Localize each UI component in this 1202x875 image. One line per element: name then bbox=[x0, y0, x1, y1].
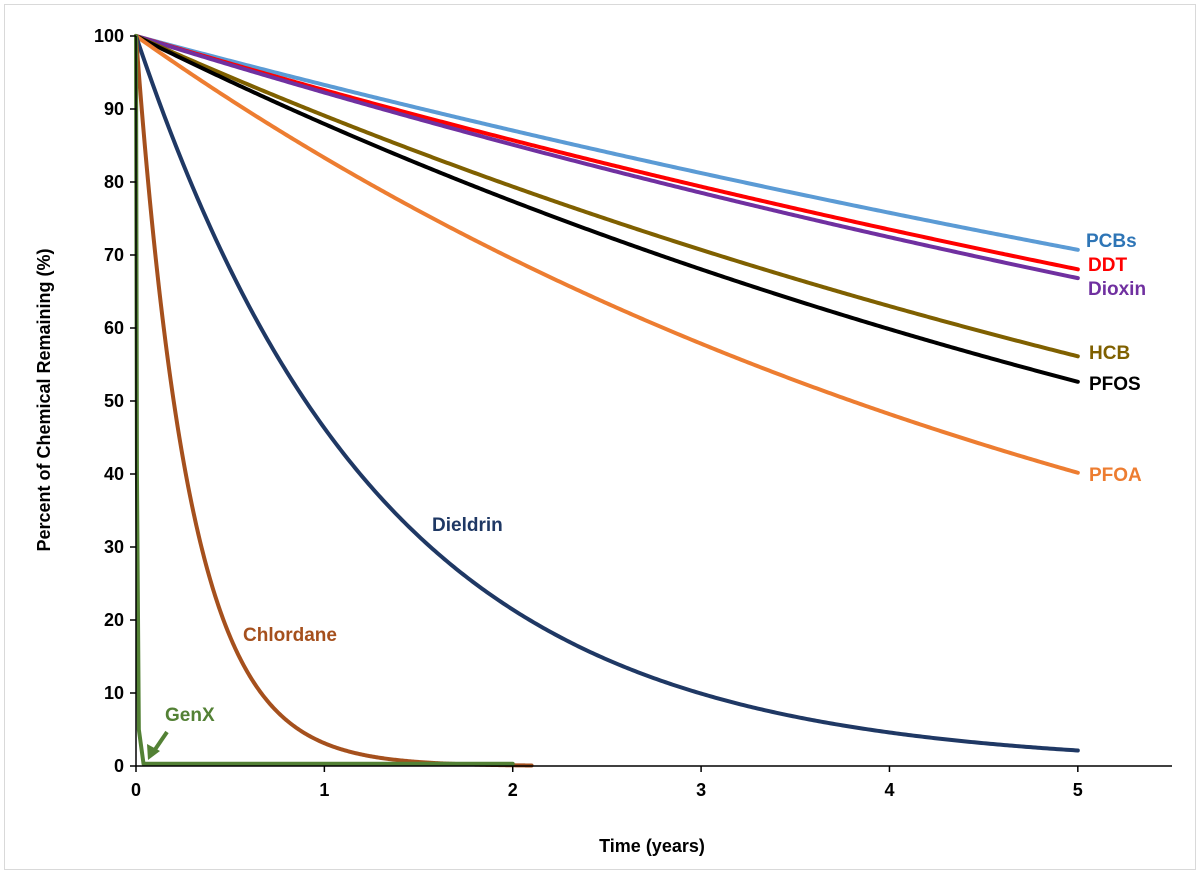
y-tick-label: 40 bbox=[104, 464, 124, 484]
x-tick-label: 0 bbox=[131, 780, 141, 800]
x-axis-title: Time (years) bbox=[599, 836, 705, 856]
y-tick-label: 60 bbox=[104, 318, 124, 338]
series-label-pfoa: PFOA bbox=[1089, 465, 1142, 486]
genx-arrowhead bbox=[147, 744, 160, 760]
series-label-pcbs: PCBs bbox=[1086, 231, 1137, 252]
y-axis-title: Percent of Chemical Remaining (%) bbox=[34, 248, 54, 551]
series-label-genx: GenX bbox=[165, 705, 215, 726]
x-tick-label: 2 bbox=[508, 780, 518, 800]
y-tick-label: 10 bbox=[104, 683, 124, 703]
tick-labels: 0 10 20 30 40 50 60 70 80 90 100 0 1 2 3 4 5 bbox=[94, 26, 1083, 800]
x-tick-label: 1 bbox=[319, 780, 329, 800]
y-tick-label: 70 bbox=[104, 245, 124, 265]
y-tick-label: 0 bbox=[114, 756, 124, 776]
series-line-hcb bbox=[134, 34, 1080, 359]
series-label-hcb: HCB bbox=[1089, 343, 1130, 364]
plot-lines bbox=[134, 34, 1080, 768]
x-tick-label: 5 bbox=[1073, 780, 1083, 800]
series-label-pfos: PFOS bbox=[1089, 374, 1141, 395]
x-tick-label: 4 bbox=[884, 780, 894, 800]
y-tick-label: 100 bbox=[94, 26, 124, 46]
series-line-dioxin bbox=[134, 34, 1080, 281]
series-line-pfos bbox=[134, 34, 1080, 384]
series-line-pcbs bbox=[134, 34, 1080, 252]
y-tick-label: 80 bbox=[104, 172, 124, 192]
y-tick-label: 90 bbox=[104, 99, 124, 119]
series-label-dioxin: Dioxin bbox=[1088, 279, 1146, 300]
series-label-chlordane: Chlordane bbox=[243, 625, 337, 646]
genx-arrow-shaft bbox=[152, 730, 169, 753]
series-line-dieldrin bbox=[134, 34, 1080, 753]
series-line-pfoa bbox=[134, 34, 1080, 475]
series-label-ddt: DDT bbox=[1088, 255, 1127, 276]
series-line-chlordane bbox=[134, 34, 534, 768]
series-line-genx bbox=[134, 34, 515, 766]
chart-frame bbox=[4, 4, 1196, 870]
x-tick-label: 3 bbox=[696, 780, 706, 800]
y-tick-label: 30 bbox=[104, 537, 124, 557]
series-label-dieldrin: Dieldrin bbox=[432, 515, 503, 536]
axes bbox=[130, 35, 1172, 772]
y-tick-label: 20 bbox=[104, 610, 124, 630]
y-tick-label: 50 bbox=[104, 391, 124, 411]
